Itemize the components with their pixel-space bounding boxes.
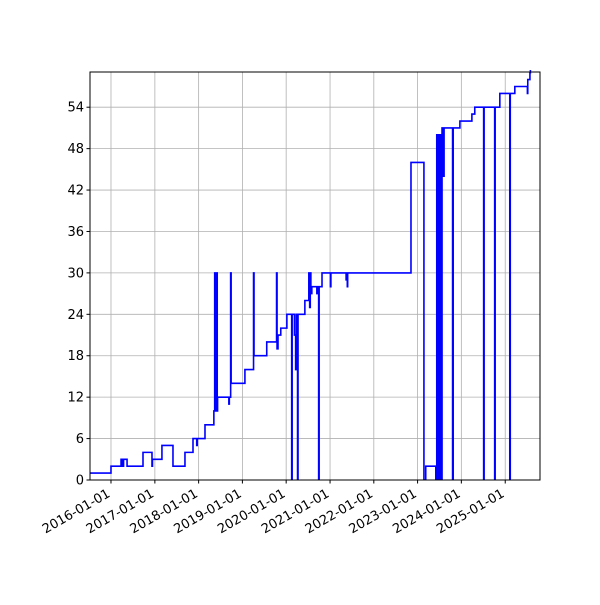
y-tick-label: 12 [67,391,84,406]
y-tick-label: 36 [67,225,84,240]
y-tick-label: 54 [67,101,84,116]
y-tick-label: 48 [67,142,84,157]
plot-frame [89,71,541,481]
y-tick-label: 18 [67,349,84,364]
series-line [90,70,532,480]
y-tick-label: 24 [67,308,84,323]
grid [90,72,540,481]
y-tick-label: 42 [67,184,84,199]
y-tick-label: 0 [76,474,84,489]
y-tick-label: 30 [67,266,84,281]
y-tick-label: 6 [76,432,84,447]
series-layer [90,70,532,480]
